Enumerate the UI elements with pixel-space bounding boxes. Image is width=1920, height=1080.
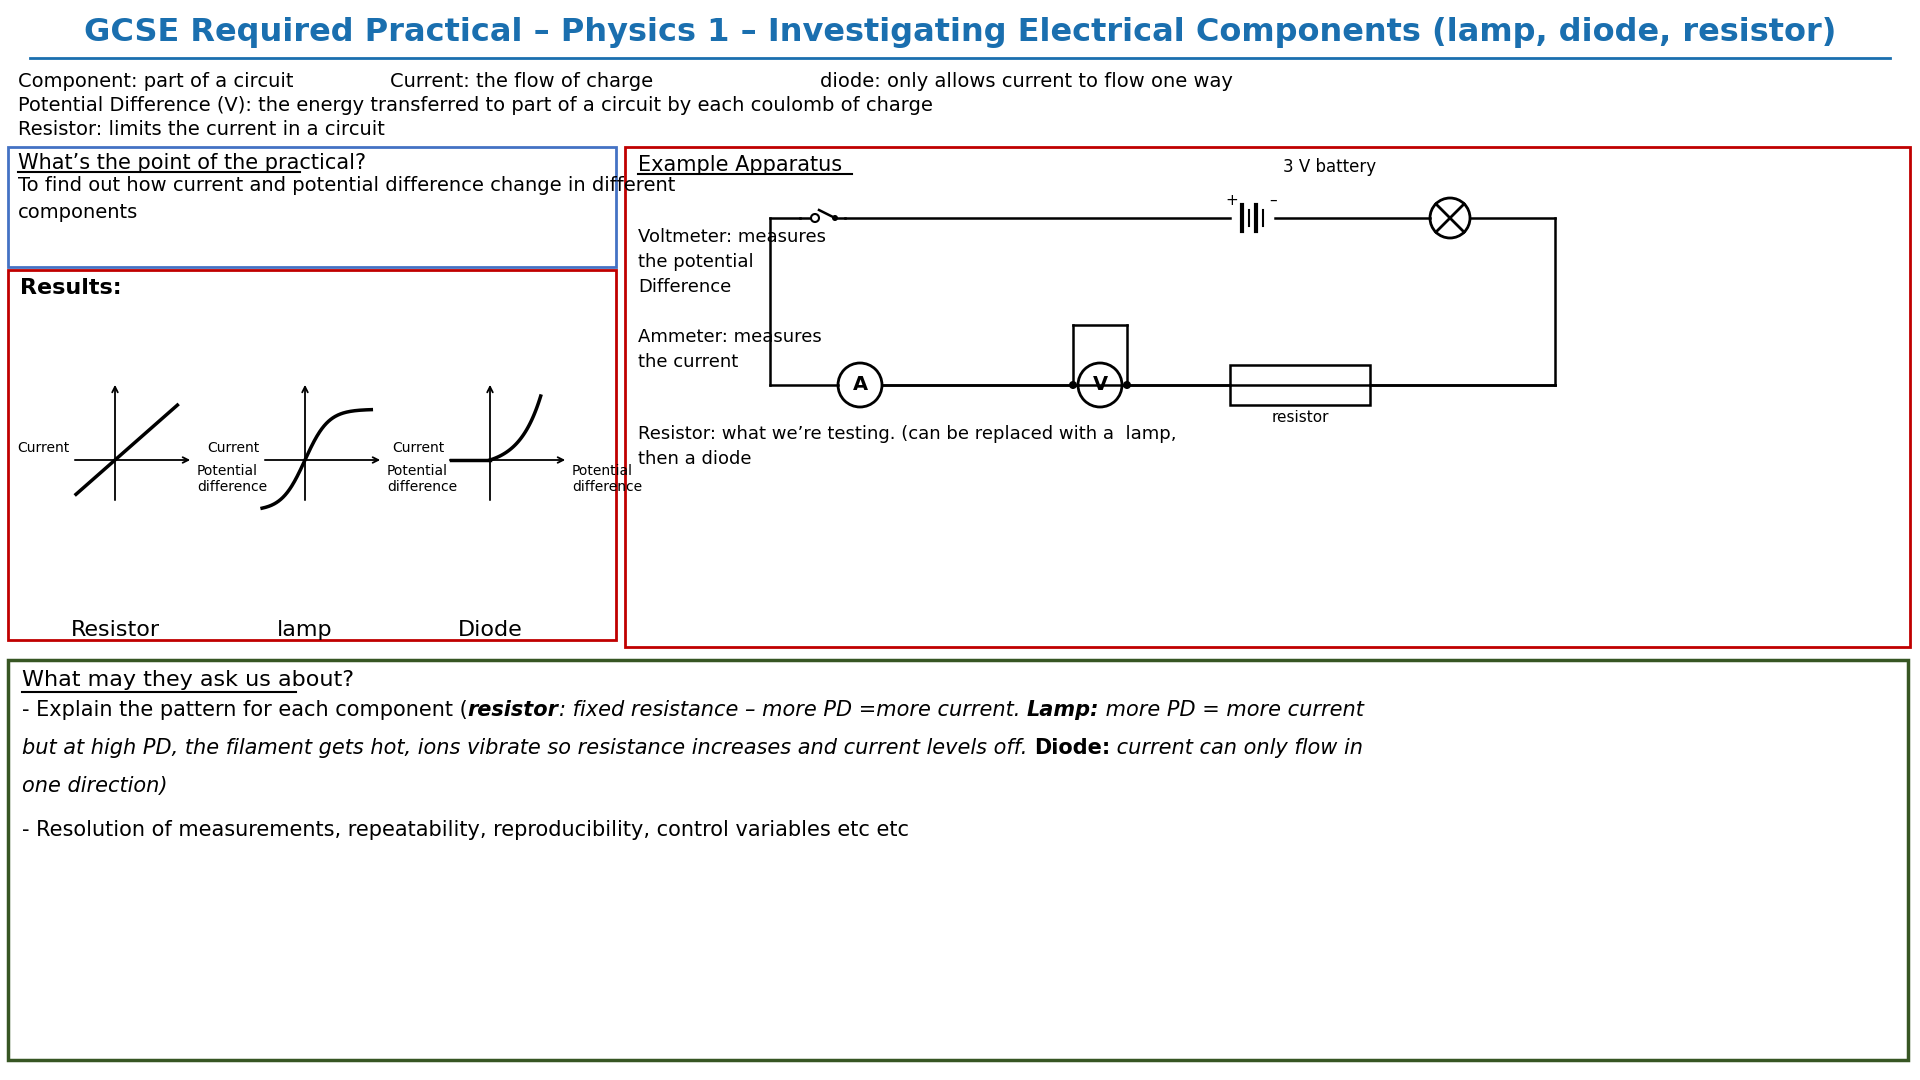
Circle shape	[1123, 381, 1131, 389]
Text: Current: Current	[392, 441, 445, 455]
Text: Lamp:: Lamp:	[1027, 700, 1098, 720]
Text: Potential
difference: Potential difference	[572, 464, 641, 495]
Text: - Resolution of measurements, repeatability, reproducibility, control variables : - Resolution of measurements, repeatabil…	[21, 820, 908, 840]
Text: What may they ask us about?: What may they ask us about?	[21, 670, 353, 690]
FancyBboxPatch shape	[1231, 365, 1371, 405]
Text: Component: part of a circuit: Component: part of a circuit	[17, 72, 294, 91]
Text: one direction): one direction)	[21, 777, 167, 796]
Text: Current: Current	[17, 441, 69, 455]
Text: Diode: Diode	[457, 620, 522, 640]
Text: +: +	[1225, 193, 1238, 208]
FancyBboxPatch shape	[626, 147, 1910, 647]
Text: GCSE Required Practical – Physics 1 – Investigating Electrical Components (lamp,: GCSE Required Practical – Physics 1 – In…	[84, 16, 1836, 48]
Text: Voltmeter: measures
the potential
Difference: Voltmeter: measures the potential Differ…	[637, 228, 826, 296]
Text: Potential
difference: Potential difference	[388, 464, 457, 495]
Text: Resistor: what we’re testing. (can be replaced with a  lamp,
then a diode: Resistor: what we’re testing. (can be re…	[637, 426, 1177, 468]
Text: Potential Difference (V): the energy transferred to part of a circuit by each co: Potential Difference (V): the energy tra…	[17, 96, 933, 114]
Text: –: –	[1269, 193, 1277, 208]
Text: : fixed resistance – more PD =more current.: : fixed resistance – more PD =more curre…	[559, 700, 1027, 720]
Text: diode: only allows current to flow one way: diode: only allows current to flow one w…	[820, 72, 1233, 91]
FancyBboxPatch shape	[8, 270, 616, 640]
Text: Diode:: Diode:	[1035, 738, 1110, 758]
Text: lamp: lamp	[276, 620, 332, 640]
Text: resistor: resistor	[468, 700, 559, 720]
Text: resistor: resistor	[1271, 410, 1329, 426]
Text: V: V	[1092, 376, 1108, 394]
Text: but at high PD, the filament gets hot, ions vibrate so resistance increases and : but at high PD, the filament gets hot, i…	[21, 738, 1035, 758]
Text: A: A	[852, 376, 868, 394]
Text: more PD = more current: more PD = more current	[1098, 700, 1363, 720]
Text: Resistor: limits the current in a circuit: Resistor: limits the current in a circui…	[17, 120, 384, 139]
Text: - Explain the pattern for each component (: - Explain the pattern for each component…	[21, 700, 468, 720]
Text: Current: the flow of charge: Current: the flow of charge	[390, 72, 653, 91]
Text: Potential
difference: Potential difference	[198, 464, 267, 495]
Text: Example Apparatus: Example Apparatus	[637, 156, 843, 175]
Text: Current: Current	[207, 441, 259, 455]
FancyBboxPatch shape	[8, 660, 1908, 1059]
Text: current can only flow in: current can only flow in	[1110, 738, 1363, 758]
Text: Resistor: Resistor	[71, 620, 159, 640]
Text: To find out how current and potential difference change in different
components: To find out how current and potential di…	[17, 176, 676, 221]
Text: What’s the point of the practical?: What’s the point of the practical?	[17, 153, 367, 173]
Circle shape	[1069, 381, 1077, 389]
Text: 3 V battery: 3 V battery	[1283, 158, 1377, 176]
FancyBboxPatch shape	[8, 147, 616, 267]
Text: Ammeter: measures
the current: Ammeter: measures the current	[637, 328, 822, 372]
Circle shape	[831, 215, 837, 221]
Text: Results:: Results:	[19, 278, 121, 298]
